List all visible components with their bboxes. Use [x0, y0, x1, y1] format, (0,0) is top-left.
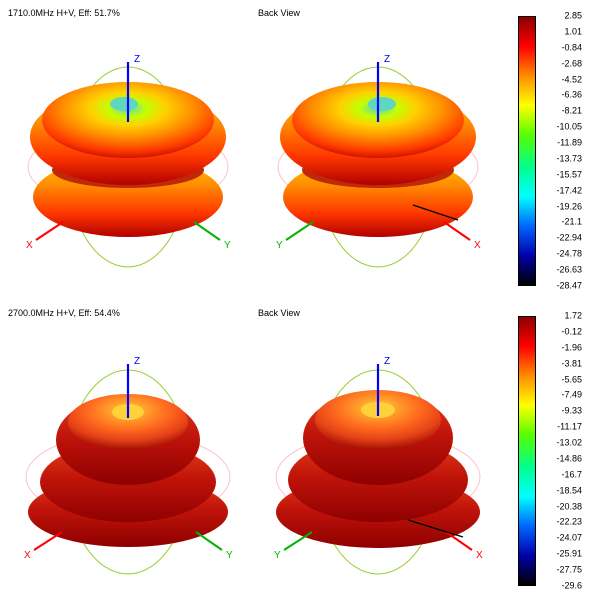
colorbar-tick: -11.17 [557, 423, 582, 432]
colorbar-tick: -1.96 [561, 343, 582, 352]
colorbar-tick: -0.84 [561, 43, 582, 52]
plot-canvas: Z X Y [8, 22, 248, 282]
colorbar-tick: -21.1 [561, 218, 582, 227]
z-axis-label: Z [134, 54, 140, 65]
colorbar-labels: 2.851.01-0.84-2.68-4.52-6.36-8.21-10.05-… [536, 16, 588, 286]
x-axis [34, 532, 62, 550]
x-axis [446, 532, 472, 550]
z-axis-label: Z [384, 54, 390, 65]
colorbar-tick: -20.38 [556, 502, 582, 511]
colorbar-tick: -9.33 [561, 407, 582, 416]
top-depression [368, 97, 396, 111]
y-axis-label: Y [224, 240, 231, 251]
plot-1-front: 1710.0MHz H+V, Eff: 51.7% [8, 8, 248, 293]
colorbar-tick: -6.36 [561, 91, 582, 100]
radiation-pattern-svg: Z Y X [258, 322, 498, 582]
colorbar-tick: -19.26 [556, 202, 582, 211]
x-axis-label: X [26, 240, 33, 251]
plot-title: 1710.0MHz H+V, Eff: 51.7% [8, 8, 248, 20]
y-axis [194, 222, 220, 240]
colorbar-tick: -22.94 [556, 234, 582, 243]
colorbar-tick: -24.78 [556, 250, 582, 259]
colorbar-tick: -3.81 [561, 359, 582, 368]
plot-canvas: Z X Y [8, 322, 248, 582]
y-axis [196, 532, 222, 550]
plot-2-back: Back View Z Y X [258, 308, 498, 593]
x-axis-label: X [24, 550, 31, 561]
colorbar-tick: -25.91 [556, 550, 582, 559]
colorbar-tick: -18.54 [556, 486, 582, 495]
colorbar-tick: -11.89 [557, 139, 582, 148]
colorbar-tick: 1.72 [564, 312, 582, 321]
plot-2-front: 2700.0MHz H+V, Eff: 54.4% [8, 308, 248, 593]
colorbar-2: 1.72-0.12-1.96-3.81-5.65-7.49-9.33-11.17… [518, 316, 592, 586]
radiation-pattern-svg: Z X Y [8, 22, 248, 282]
plot-canvas: Z Y X [258, 22, 498, 282]
colorbar-tick: -7.49 [561, 391, 582, 400]
z-axis-label: Z [384, 356, 390, 367]
plot-canvas: Z Y X [258, 322, 498, 582]
colorbar-tick: -26.63 [556, 266, 582, 275]
row-1: 1710.0MHz H+V, Eff: 51.7% [0, 0, 600, 300]
plot-1-back: Back View Z Y X [258, 8, 498, 293]
row-2: 2700.0MHz H+V, Eff: 54.4% [0, 300, 600, 600]
y-axis-label: Y [276, 240, 283, 251]
colorbar-tick: -0.12 [561, 327, 582, 336]
colorbar-tick: -27.75 [556, 566, 582, 575]
colorbar-tick: -28.47 [556, 282, 582, 291]
x-axis-label: X [474, 240, 481, 251]
colorbar-tick: -24.07 [556, 534, 582, 543]
colorbar-tick: -15.57 [556, 170, 582, 179]
x-axis-label: X [476, 550, 483, 561]
y-axis [286, 222, 313, 240]
colorbar-tick: -5.65 [561, 375, 582, 384]
colorbar-strip [518, 316, 536, 586]
colorbar-tick: -13.73 [556, 154, 582, 163]
top-depression [110, 97, 138, 111]
radiation-pattern-svg: Z X Y [8, 322, 248, 582]
colorbar-tick: -13.02 [556, 439, 582, 448]
plot-back-title: Back View [258, 8, 498, 20]
y-axis [284, 532, 312, 550]
colorbar-tick: -29.6 [561, 582, 582, 591]
y-axis-label: Y [274, 550, 281, 561]
y-axis-label: Y [226, 550, 233, 561]
colorbar-tick: -14.86 [556, 454, 582, 463]
x-axis [444, 222, 470, 240]
colorbar-tick: -10.05 [556, 123, 582, 132]
plot-title: 2700.0MHz H+V, Eff: 54.4% [8, 308, 248, 320]
colorbar-tick: -4.52 [561, 75, 582, 84]
colorbar-tick: -2.68 [561, 59, 582, 68]
colorbar-tick: -22.23 [556, 518, 582, 527]
colorbar-tick: -17.42 [556, 186, 582, 195]
colorbar-tick: 1.01 [564, 27, 582, 36]
colorbar-tick: 2.85 [564, 12, 582, 21]
plot-back-title: Back View [258, 308, 498, 320]
z-axis-label: Z [134, 356, 140, 367]
radiation-pattern-svg: Z Y X [258, 22, 498, 282]
colorbar-labels: 1.72-0.12-1.96-3.81-5.65-7.49-9.33-11.17… [536, 316, 588, 586]
colorbar-strip [518, 16, 536, 286]
x-axis [36, 222, 63, 240]
colorbar-tick: -8.21 [561, 107, 582, 116]
colorbar-tick: -16.7 [561, 470, 582, 479]
colorbar-1: 2.851.01-0.84-2.68-4.52-6.36-8.21-10.05-… [518, 16, 592, 286]
